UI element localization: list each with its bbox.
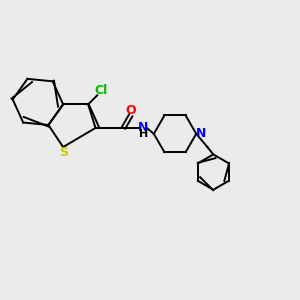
Text: Cl: Cl	[94, 84, 108, 97]
Text: H: H	[139, 129, 148, 140]
Text: N: N	[138, 121, 148, 134]
Text: N: N	[196, 127, 207, 140]
Text: O: O	[125, 104, 136, 117]
Text: S: S	[58, 146, 68, 159]
